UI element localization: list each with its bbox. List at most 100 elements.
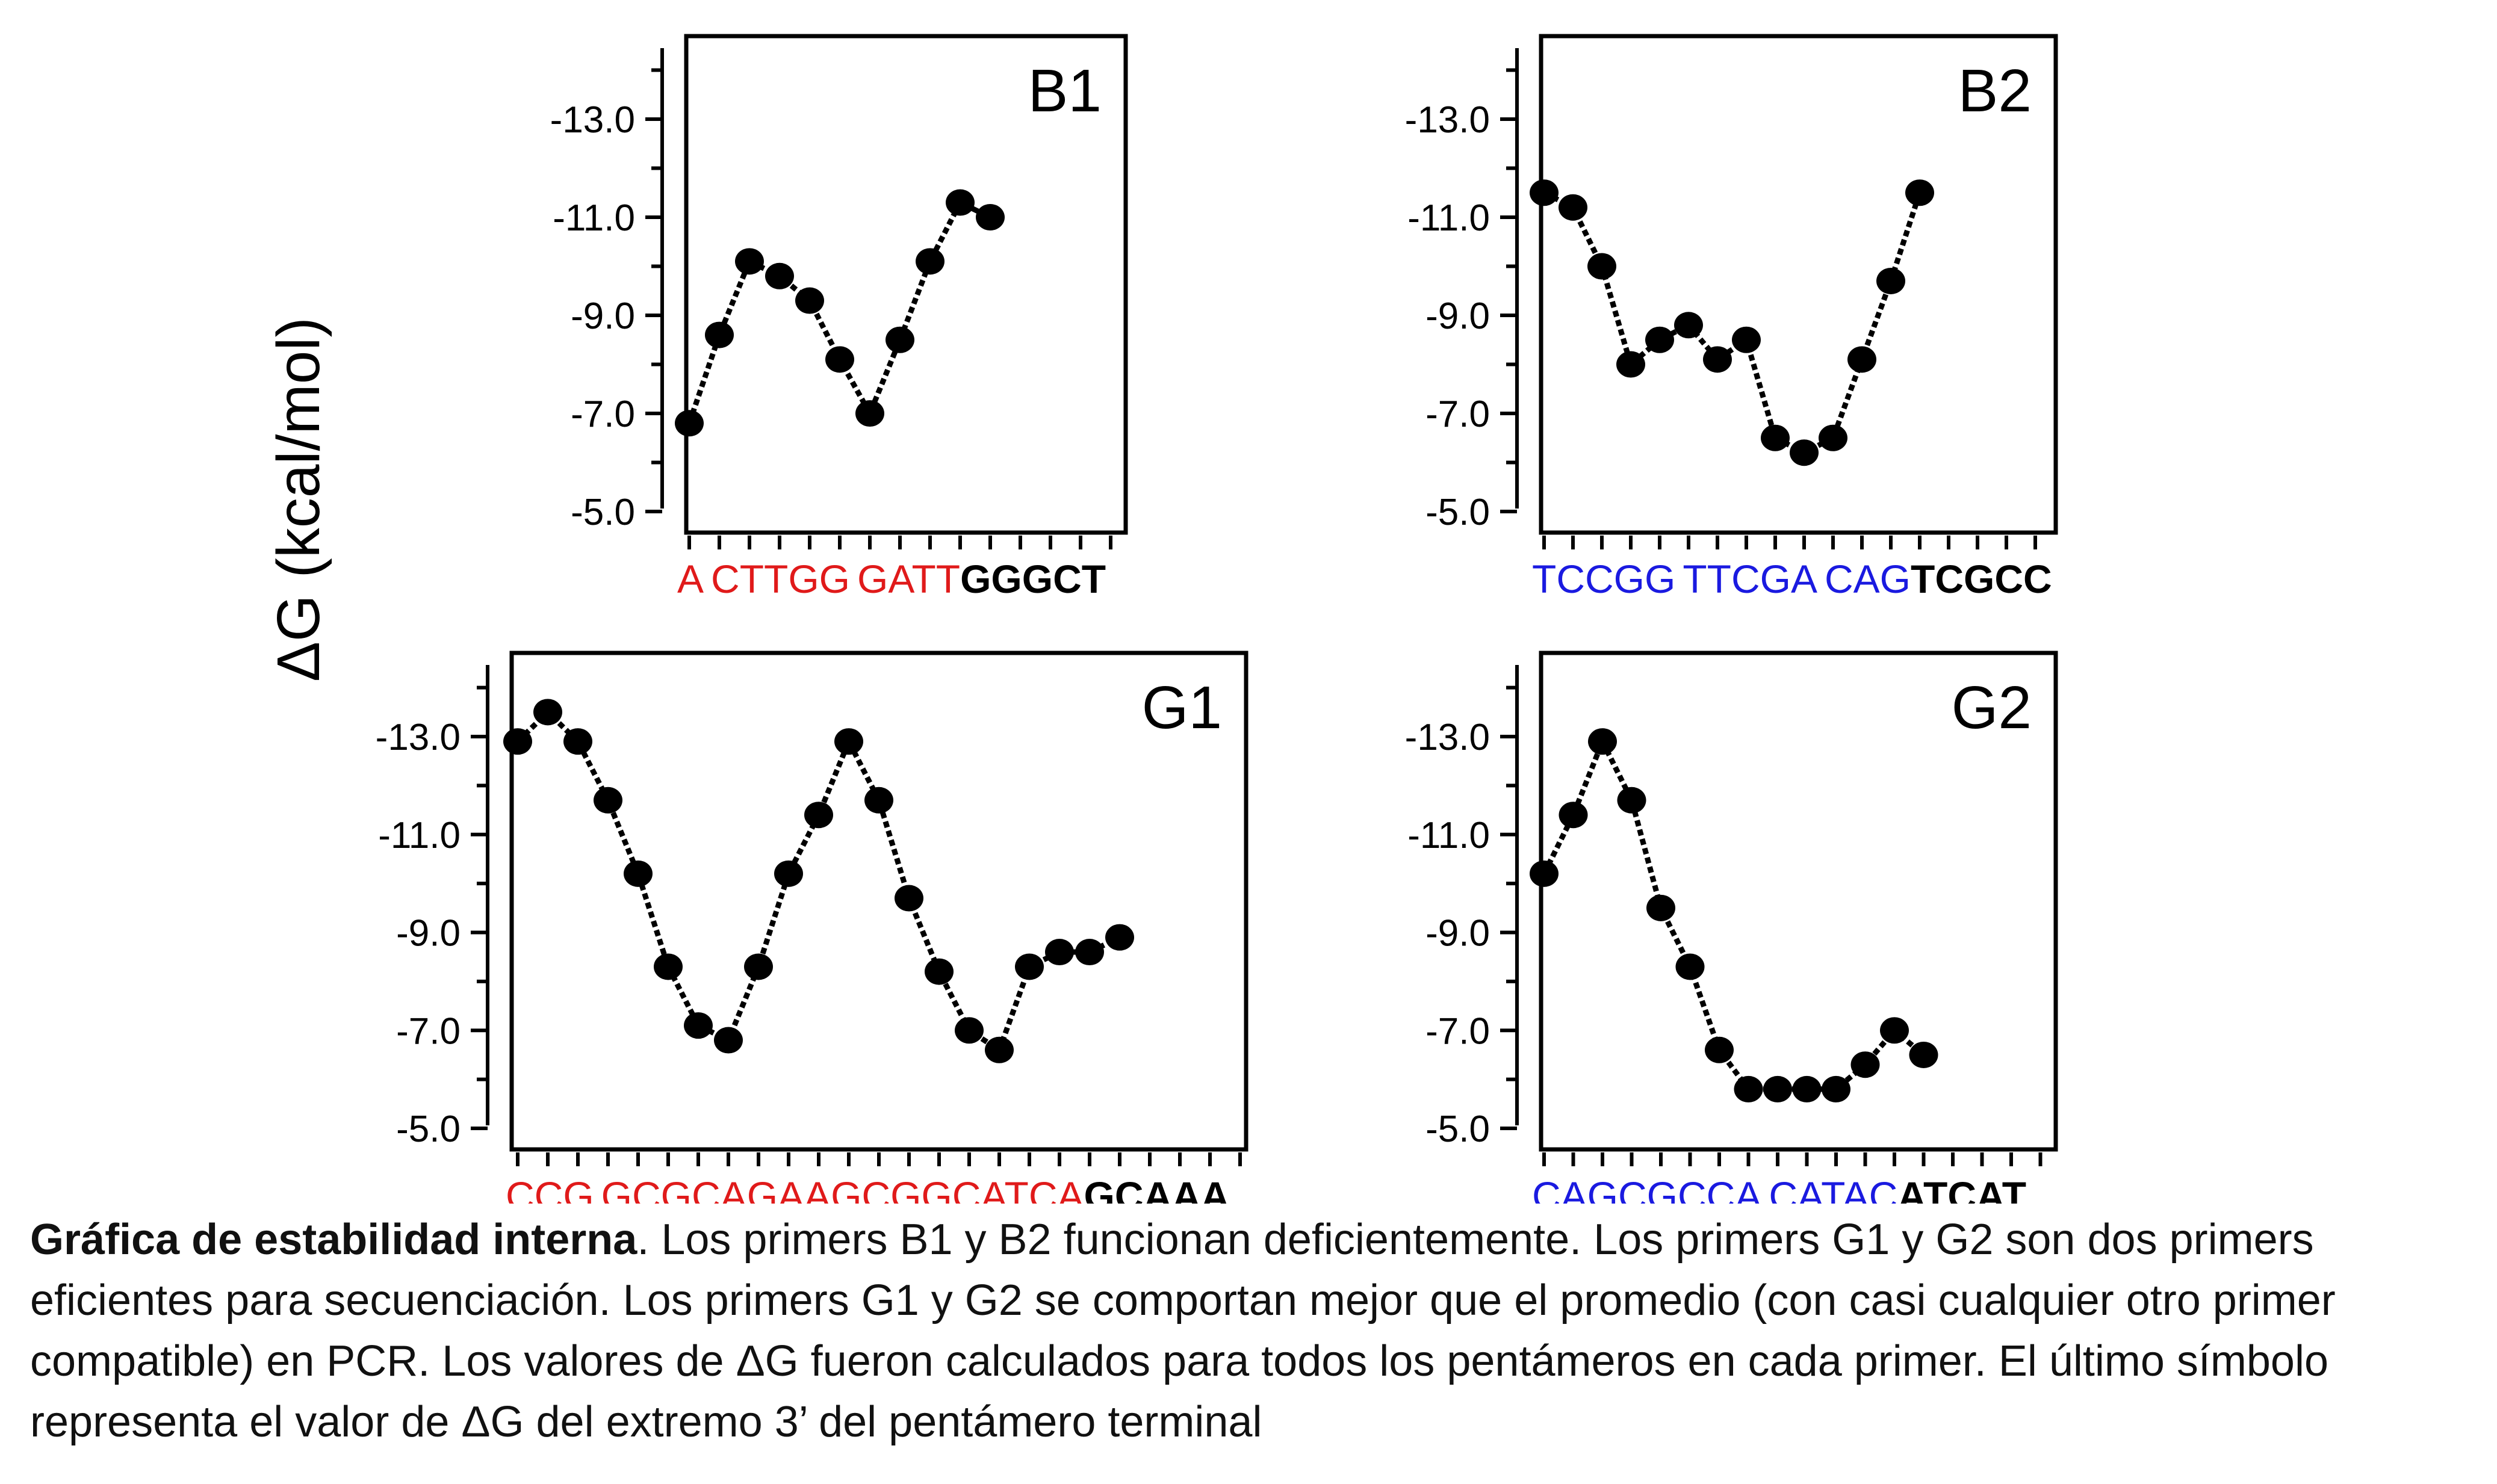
y-tick-label: -7.0 bbox=[1425, 1010, 1490, 1052]
sequence-segment: GATT bbox=[857, 557, 960, 601]
plot-frame bbox=[1539, 651, 2058, 1152]
data-point bbox=[705, 321, 734, 348]
data-point bbox=[1015, 953, 1044, 980]
data-point bbox=[976, 204, 1005, 230]
y-tick-label: -13.0 bbox=[376, 717, 461, 758]
data-point bbox=[1559, 194, 1587, 221]
data-point bbox=[503, 728, 532, 755]
y-tick-label: -11.0 bbox=[1407, 197, 1490, 239]
data-point bbox=[1792, 1075, 1822, 1102]
y-tick-label: -9.0 bbox=[1425, 913, 1490, 954]
sequence-terminal-pentamer: GGGCT bbox=[960, 557, 1106, 601]
series-line bbox=[1542, 190, 1923, 456]
data-point bbox=[1530, 860, 1559, 887]
data-point bbox=[624, 860, 653, 887]
sequence-label: TCCGG TTCGA CAGTCGCC bbox=[1532, 557, 2052, 601]
panel-title: B2 bbox=[1958, 57, 2032, 125]
data-point bbox=[744, 953, 773, 980]
data-point bbox=[1045, 939, 1074, 966]
sequence-segment: TCCGG bbox=[1532, 557, 1675, 601]
data-point bbox=[916, 248, 945, 275]
data-point bbox=[834, 728, 863, 755]
panel-title: B1 bbox=[1028, 57, 1102, 125]
data-point bbox=[1705, 1036, 1734, 1063]
y-tick-label: -5.0 bbox=[1425, 1108, 1490, 1150]
data-point bbox=[1105, 924, 1134, 951]
series-line bbox=[1541, 735, 1926, 1092]
data-point bbox=[1617, 787, 1646, 814]
y-tick-label: -5.0 bbox=[571, 492, 635, 533]
data-point bbox=[1645, 326, 1674, 353]
data-point bbox=[1530, 179, 1559, 206]
data-point bbox=[1703, 346, 1732, 373]
sequence-terminal-pentamer: GCAAA bbox=[1084, 1173, 1230, 1204]
caption-body: . Los primers B1 y B2 funcionan deficien… bbox=[30, 1216, 2336, 1446]
data-point bbox=[1734, 1075, 1763, 1102]
sequence-label: A CTTGG GATTGGGCT bbox=[677, 557, 1106, 601]
data-point bbox=[925, 958, 954, 985]
data-point bbox=[1847, 346, 1876, 373]
data-point bbox=[1674, 312, 1703, 339]
data-point bbox=[774, 860, 803, 887]
data-point bbox=[804, 802, 833, 829]
sequence-label: CCG GCGCAGAAGCGGCATCAGCAAA bbox=[506, 1173, 1230, 1204]
data-point bbox=[563, 728, 592, 755]
data-point bbox=[1646, 894, 1675, 921]
data-point bbox=[1732, 326, 1761, 353]
data-point bbox=[675, 410, 704, 437]
data-point bbox=[533, 699, 562, 726]
chart-panel-g2: -13.0 -11.0 -9.0 -7.0 -5.0 G2 CAGCGCCA CATACATC… bbox=[1405, 651, 2058, 1204]
y-tick-label: -7.0 bbox=[571, 394, 635, 435]
data-point bbox=[1819, 424, 1847, 451]
data-point bbox=[1909, 1041, 1938, 1068]
y-tick-label: -13.0 bbox=[1405, 717, 1490, 758]
y-tick-label: -13.0 bbox=[1405, 99, 1490, 141]
data-point bbox=[955, 1017, 984, 1044]
data-point bbox=[1588, 728, 1617, 755]
sequence-segment: TTCGA bbox=[1683, 557, 1817, 601]
chart-panel-b1: -13.0 -11.0 -9.0 -7.0 -5.0 B1 A CTTGG GATTGGGCT bbox=[550, 34, 1128, 601]
data-point bbox=[1763, 1075, 1792, 1102]
plot-frame bbox=[1539, 34, 2058, 535]
y-tick-label: -7.0 bbox=[1425, 394, 1490, 435]
data-point bbox=[765, 262, 794, 289]
data-point bbox=[1675, 953, 1705, 980]
sequence-segment: CAGCGCCA bbox=[1532, 1173, 1761, 1204]
sequence-segment: A bbox=[677, 557, 704, 601]
y-axis-label: ΔG (kcal/mol) bbox=[265, 317, 332, 682]
sequence-segment: CTTGG bbox=[711, 557, 850, 601]
y-tick-label: -11.0 bbox=[378, 815, 461, 856]
y-tick-label: -5.0 bbox=[396, 1108, 461, 1150]
data-point bbox=[825, 346, 854, 373]
plot-frame bbox=[684, 34, 1128, 535]
sequence-label: CAGCGCCA CATACATCAT bbox=[1532, 1173, 2026, 1204]
y-tick-label: -9.0 bbox=[1425, 295, 1490, 337]
data-point bbox=[1075, 939, 1104, 966]
plot-frame bbox=[509, 651, 1248, 1152]
data-point bbox=[886, 326, 914, 353]
panel-title: G1 bbox=[1142, 674, 1222, 741]
data-point bbox=[735, 248, 764, 275]
data-point bbox=[1761, 424, 1790, 451]
panel-title: G2 bbox=[1952, 674, 2032, 741]
y-tick-label: -9.0 bbox=[571, 295, 635, 337]
data-point bbox=[946, 189, 975, 216]
data-point bbox=[1850, 1051, 1880, 1078]
y-tick-label: -13.0 bbox=[550, 99, 635, 141]
sequence-segment: GCGCAGAAGCGGCATCA bbox=[601, 1173, 1084, 1204]
data-point bbox=[1587, 253, 1616, 280]
chart-panel-b2: -13.0 -11.0 -9.0 -7.0 -5.0 B2 TCCGG TTCGA CAGTCG… bbox=[1405, 34, 2058, 601]
data-point bbox=[1790, 439, 1819, 466]
data-point bbox=[654, 953, 683, 980]
chart-panel-g1: -13.0 -11.0 -9.0 -7.0 -5.0 G1 CCG GCGCAGAAGCGGC… bbox=[376, 651, 1248, 1204]
data-point bbox=[1876, 267, 1905, 294]
y-tick-label: -7.0 bbox=[396, 1010, 461, 1052]
figure-caption: Gráfica de estabilidad interna. Los prim… bbox=[30, 1210, 2474, 1453]
data-point bbox=[594, 787, 622, 814]
data-point bbox=[985, 1036, 1014, 1063]
data-point bbox=[1880, 1017, 1909, 1044]
data-point bbox=[1905, 179, 1934, 206]
y-tick-label: -11.0 bbox=[553, 197, 635, 239]
y-tick-label: -5.0 bbox=[1425, 492, 1490, 533]
